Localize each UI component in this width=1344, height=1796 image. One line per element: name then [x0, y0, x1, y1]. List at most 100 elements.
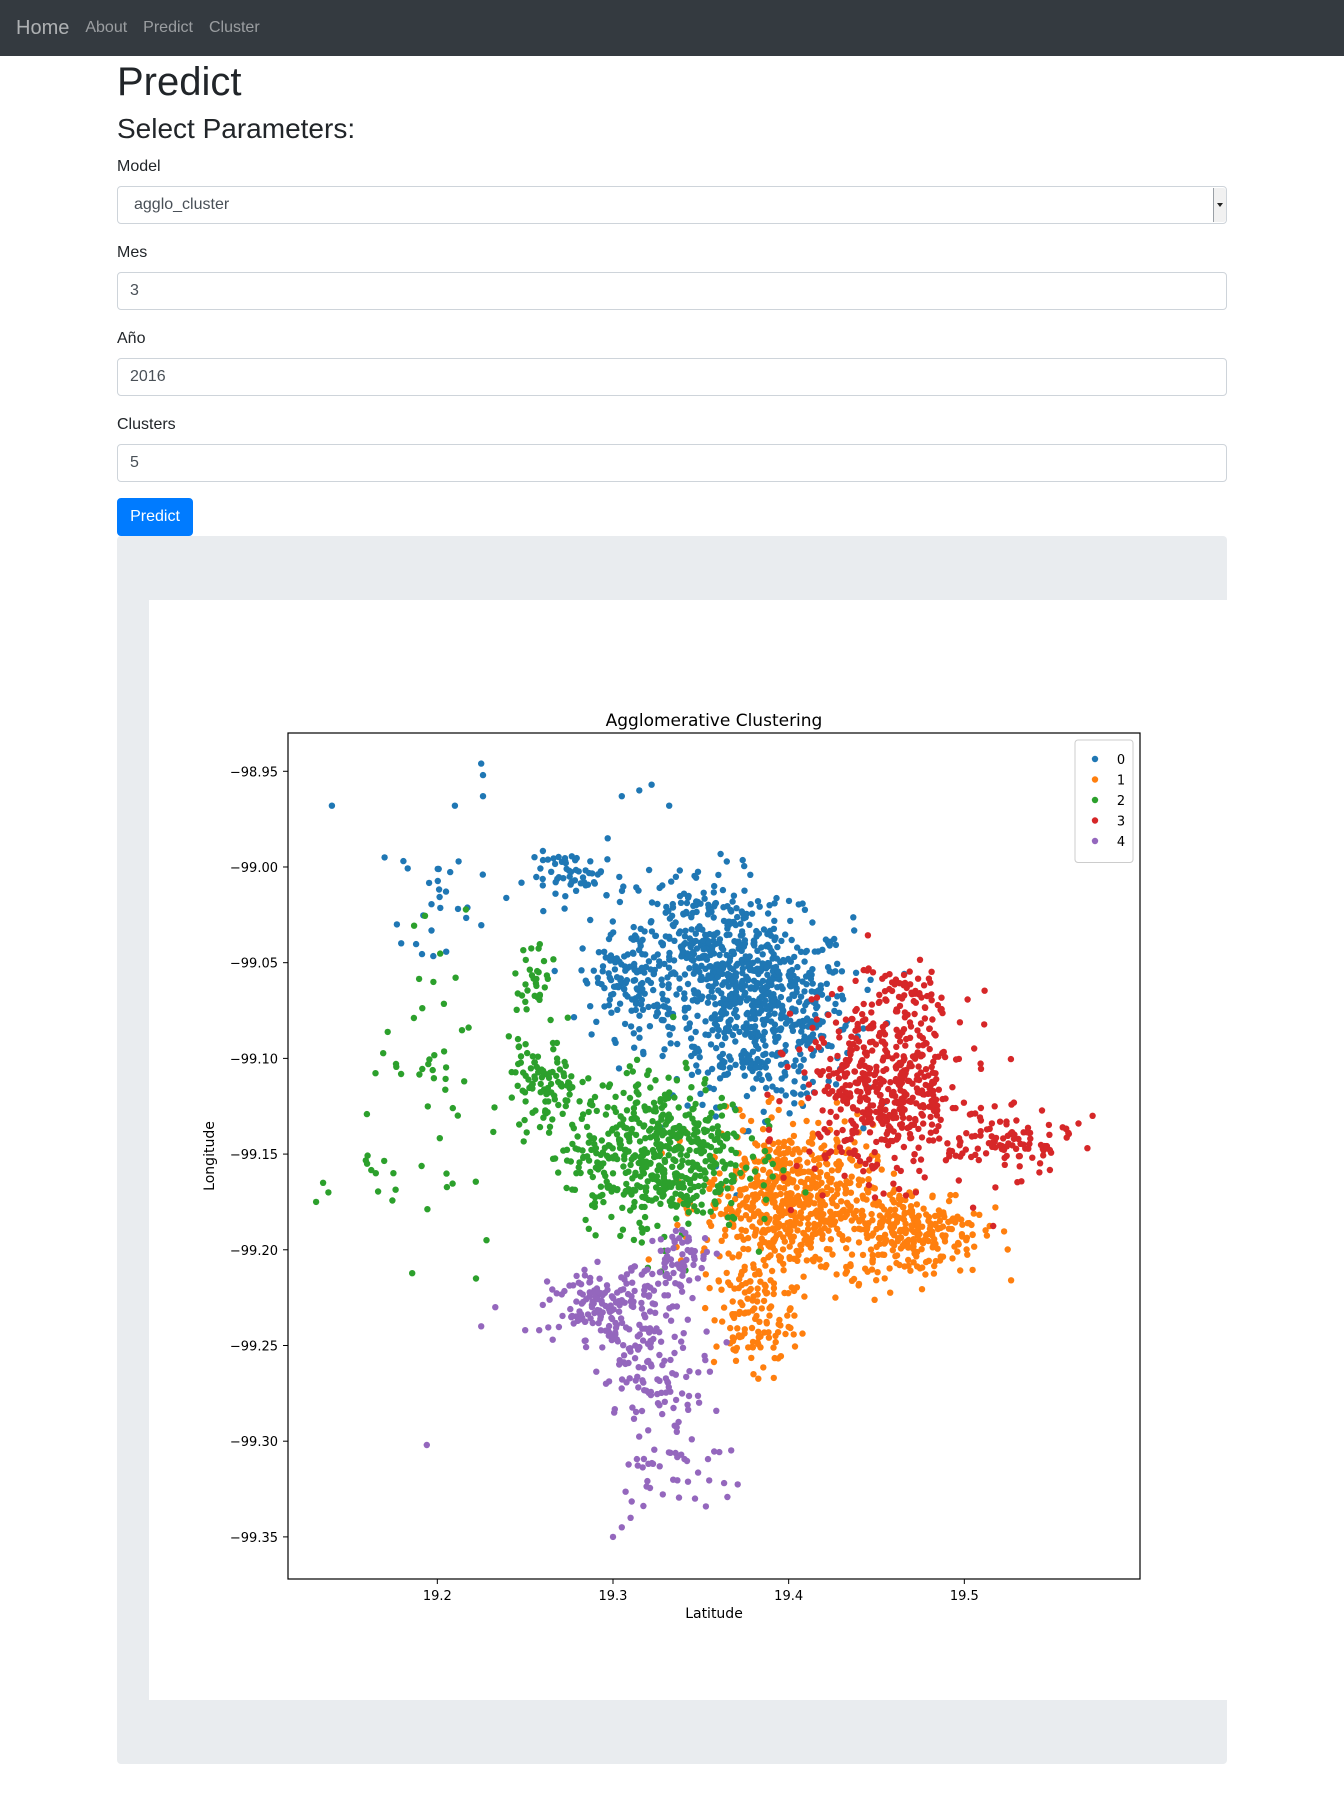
scatter-point: [434, 865, 441, 873]
scatter-point: [886, 1111, 893, 1119]
scatter-point: [728, 908, 735, 915]
predict-button[interactable]: Predict: [117, 498, 193, 536]
scatter-point: [874, 1269, 881, 1276]
scatter-point: [644, 1266, 651, 1273]
scatter-point: [781, 1156, 788, 1163]
scatter-point: [908, 1207, 916, 1214]
scatter-point: [732, 1061, 739, 1068]
scatter-point: [835, 1028, 842, 1035]
scatter-point: [889, 1247, 896, 1254]
scatter-point: [632, 1169, 639, 1176]
scatter-point: [827, 1055, 834, 1063]
scatter-point: [755, 1341, 762, 1348]
scatter-point: [808, 996, 815, 1003]
scatter-point: [907, 1267, 914, 1274]
scatter-point: [656, 1146, 664, 1153]
scatter-point: [772, 1027, 779, 1034]
scatter-point: [686, 1368, 693, 1375]
scatter-point: [449, 1104, 456, 1112]
scatter-point: [667, 1040, 674, 1047]
scatter-point: [764, 910, 772, 917]
scatter-point: [654, 1400, 662, 1407]
scatter-point: [834, 1052, 841, 1060]
mes-input[interactable]: [117, 272, 1227, 310]
scatter-point: [765, 1098, 772, 1105]
scatter-point: [781, 1068, 788, 1076]
scatter-point: [397, 1070, 405, 1078]
scatter-point: [615, 1136, 623, 1143]
nav-brand-home[interactable]: Home: [16, 16, 70, 39]
scatter-point: [700, 889, 707, 896]
scatter-point: [713, 961, 720, 968]
scatter-point: [618, 1120, 626, 1128]
scatter-point: [647, 979, 655, 986]
scatter-point: [876, 991, 883, 998]
scatter-point: [676, 867, 683, 874]
scatter-point: [364, 1152, 371, 1159]
scatter-point: [925, 1237, 932, 1245]
scatter-point: [751, 1183, 759, 1190]
scatter-point: [492, 1304, 499, 1311]
scatter-point: [952, 1152, 959, 1159]
scatter-point: [517, 1059, 524, 1066]
scatter-point: [633, 934, 640, 941]
scatter-point: [760, 1364, 767, 1371]
scatter-point: [828, 990, 836, 998]
scatter-point: [713, 1161, 720, 1168]
nav-link-about[interactable]: About: [85, 19, 128, 36]
scatter-point: [625, 1461, 632, 1468]
scatter-point: [759, 951, 766, 958]
scatter-point: [546, 1123, 554, 1130]
points-layer: [312, 760, 1096, 1541]
scatter-point: [873, 1225, 880, 1233]
scatter-point: [797, 993, 805, 1000]
anio-input[interactable]: [117, 358, 1227, 396]
scatter-point: [757, 965, 764, 972]
scatter-point: [543, 972, 551, 979]
scatter-point: [776, 1184, 783, 1191]
scatter-point: [794, 944, 801, 951]
scatter-point: [898, 1069, 906, 1076]
scatter-point: [711, 882, 718, 890]
scatter-point: [684, 1102, 691, 1109]
scatter-point: [815, 1174, 822, 1181]
scatter-point: [829, 1199, 836, 1207]
scatter-point: [670, 1269, 677, 1277]
scatter-point: [784, 1312, 791, 1319]
scatter-point: [328, 802, 336, 809]
scatter-point: [647, 1337, 654, 1345]
scatter-point: [652, 1077, 659, 1084]
scatter-point: [462, 906, 470, 913]
scatter-point: [929, 1016, 936, 1023]
scatter-point: [820, 1211, 827, 1218]
scatter-point: [735, 1332, 743, 1339]
scatter-point: [702, 1503, 710, 1510]
scatter-point: [873, 1088, 880, 1095]
scatter-point: [717, 1015, 724, 1022]
scatter-point: [792, 1006, 799, 1013]
scatter-point: [848, 1033, 855, 1040]
scatter-point: [529, 1080, 536, 1088]
scatter-point: [887, 1289, 894, 1296]
scatter-point: [893, 1043, 900, 1051]
clusters-input[interactable]: [117, 444, 1227, 482]
scatter-point: [865, 1111, 873, 1118]
nav-link-predict[interactable]: Predict: [143, 19, 193, 36]
scatter-point: [645, 1256, 652, 1263]
scatter-point: [686, 1095, 694, 1102]
scatter-point: [786, 1160, 794, 1167]
scatter-point: [409, 1270, 416, 1277]
scatter-point: [755, 1375, 762, 1382]
scatter-point: [902, 1229, 909, 1237]
scatter-point: [419, 1065, 426, 1073]
scatter-point: [726, 1028, 733, 1035]
scatter-point: [805, 1220, 812, 1228]
scatter-point: [650, 970, 657, 978]
nav-link-cluster[interactable]: Cluster: [208, 19, 260, 36]
scatter-point: [859, 1251, 867, 1259]
scatter-point: [918, 1246, 925, 1253]
dropdown-arrow-icon[interactable]: [1213, 188, 1226, 222]
model-select[interactable]: agglo_cluster: [117, 186, 1227, 224]
scatter-point: [986, 1125, 993, 1132]
scatter-point: [896, 1082, 904, 1090]
